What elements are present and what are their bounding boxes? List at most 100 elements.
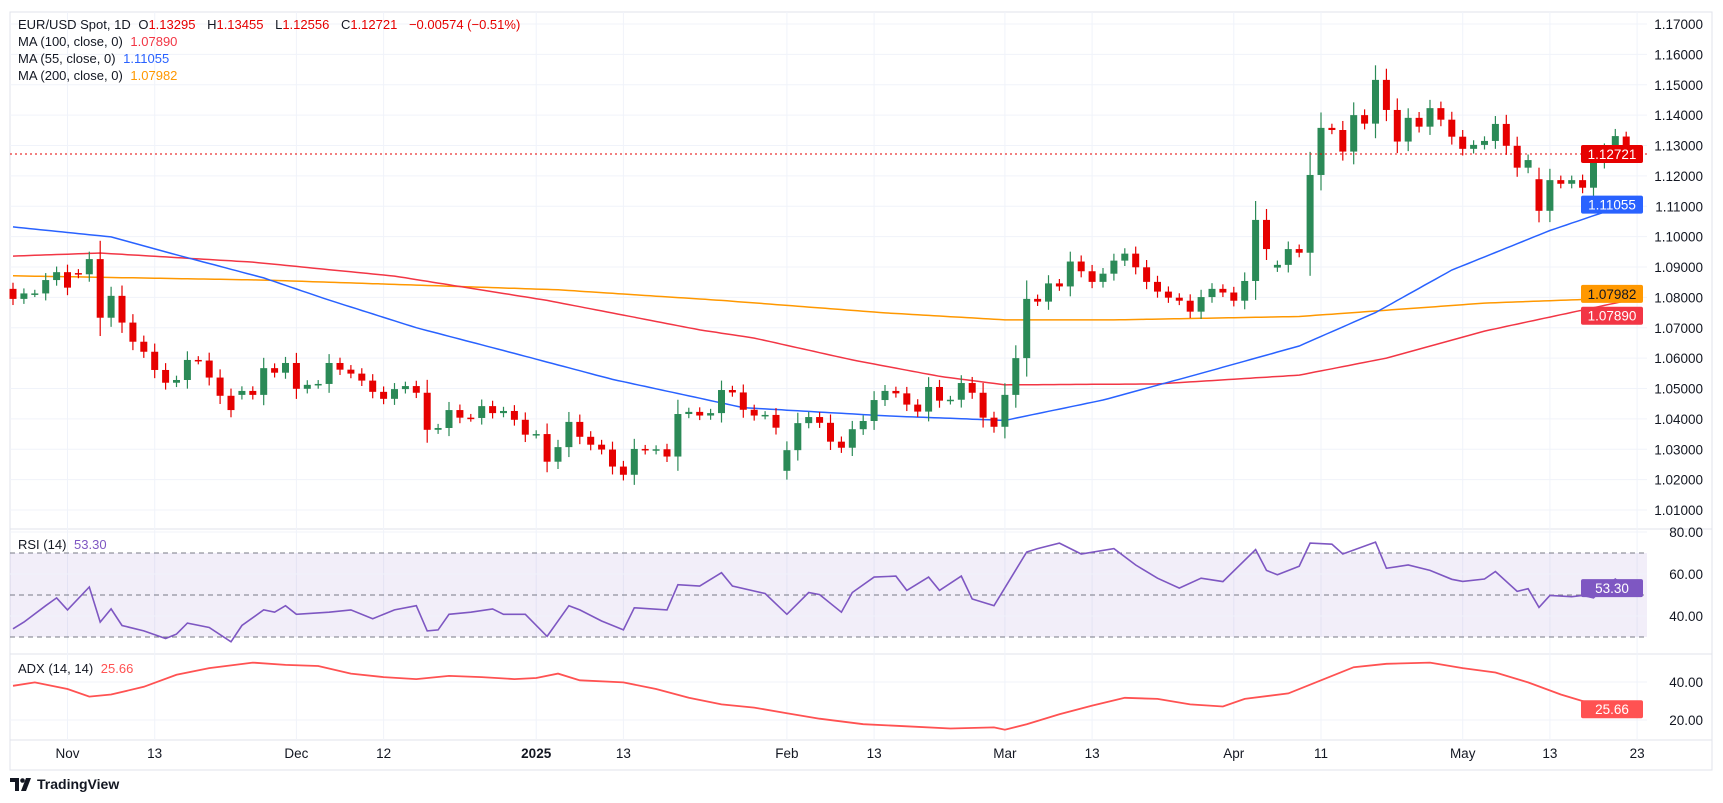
ma55-price-tag-bg xyxy=(1581,195,1643,214)
candle xyxy=(1568,175,1576,189)
candle-body xyxy=(936,386,943,401)
candle-body xyxy=(1055,283,1063,287)
candle-body xyxy=(1273,264,1281,268)
ma100-price-tag: 1.07890 xyxy=(1581,306,1643,325)
candle xyxy=(151,343,159,379)
price-axis-label: 1.06000 xyxy=(1654,351,1703,366)
high-label: H xyxy=(207,17,217,32)
candle-body xyxy=(1361,115,1369,124)
candle-body xyxy=(1186,300,1194,312)
ma100-legend[interactable]: MA (100, close, 0) 1.07890 xyxy=(18,33,524,50)
candle-body xyxy=(238,390,246,395)
candle xyxy=(1502,114,1510,155)
ma200-legend[interactable]: MA (200, close, 0) 1.07982 xyxy=(18,67,524,84)
candle xyxy=(1034,294,1042,306)
price-axis-label: 1.16000 xyxy=(1654,47,1703,62)
candle xyxy=(434,423,442,434)
candle-body xyxy=(325,362,333,384)
price-axis-label: 1.14000 xyxy=(1654,108,1703,123)
ma55-legend[interactable]: MA (55, close, 0) 1.11055 xyxy=(18,50,524,67)
candle-body xyxy=(761,414,769,417)
candle xyxy=(728,385,736,397)
rsi-label: RSI (14) xyxy=(18,537,67,552)
candle-body xyxy=(1284,249,1292,265)
candle xyxy=(423,379,431,443)
candle xyxy=(42,273,50,301)
candle-body xyxy=(696,411,704,416)
candle xyxy=(881,385,889,406)
x-axis-label: 13 xyxy=(147,746,162,761)
symbol-title[interactable]: EUR/USD Spot, 1D xyxy=(18,17,131,32)
adx-legend[interactable]: ADX (14, 14) 25.66 xyxy=(18,660,137,677)
rsi-legend[interactable]: RSI (14) 53.30 xyxy=(18,536,111,553)
adx-value-tag: 25.66 xyxy=(1581,700,1643,719)
candle xyxy=(707,408,715,420)
candle xyxy=(892,386,900,398)
candle-body xyxy=(249,390,257,395)
candle xyxy=(85,251,93,282)
ma55-label: MA (55, close, 0) xyxy=(18,51,116,66)
candle xyxy=(369,374,377,399)
candle-body xyxy=(848,429,856,448)
candle-body xyxy=(1557,180,1565,184)
last-price-tag-bg xyxy=(1581,144,1643,163)
candle xyxy=(619,460,627,481)
candle xyxy=(96,240,104,337)
candle xyxy=(53,266,61,286)
candle-body xyxy=(1437,108,1445,120)
candle-body xyxy=(783,450,791,471)
candle-body xyxy=(641,448,649,451)
candle-body xyxy=(74,273,82,275)
candle xyxy=(271,363,279,378)
candle-body xyxy=(401,386,409,390)
candle xyxy=(140,335,148,358)
candle-body xyxy=(630,448,638,475)
candle xyxy=(1513,136,1521,177)
candle xyxy=(1524,154,1532,174)
candle-body xyxy=(303,384,311,389)
candle-body xyxy=(358,373,366,381)
candle xyxy=(630,438,638,485)
candle-body xyxy=(347,369,355,374)
candle xyxy=(1361,109,1369,130)
candle xyxy=(1328,123,1336,135)
price-axis-label: 1.08000 xyxy=(1654,290,1703,305)
candle xyxy=(1197,289,1205,319)
ma55-price-tag-text: 1.11055 xyxy=(1588,198,1636,213)
candle xyxy=(609,441,616,475)
candle-body xyxy=(979,392,987,418)
candle-body xyxy=(162,369,170,383)
ma100-line xyxy=(12,252,1627,386)
ma100-value: 1.07890 xyxy=(130,34,178,49)
price-axis-label: 1.09000 xyxy=(1654,260,1703,275)
candle xyxy=(1350,102,1358,165)
candle-body xyxy=(1164,291,1172,298)
candle xyxy=(652,445,660,455)
candle-body xyxy=(587,436,595,445)
candle-body xyxy=(870,400,878,422)
x-axis-label: Nov xyxy=(55,746,79,761)
candle xyxy=(1372,65,1379,139)
tradingview-logo[interactable]: TradingView xyxy=(10,776,119,792)
price-axis-label: 1.12000 xyxy=(1654,169,1703,184)
candle-body xyxy=(314,383,322,386)
candle xyxy=(1132,246,1140,275)
candle xyxy=(554,439,562,469)
x-axis-label: Apr xyxy=(1223,746,1245,761)
candle xyxy=(718,380,725,423)
ma200-value: 1.07982 xyxy=(130,68,178,83)
candle-body xyxy=(412,386,420,393)
candle-body xyxy=(1077,261,1085,272)
candle-body xyxy=(554,447,562,462)
candle-body xyxy=(42,280,50,294)
candle-body xyxy=(1023,298,1031,359)
candle xyxy=(162,363,170,390)
candle-body xyxy=(1611,136,1619,151)
candle xyxy=(957,375,965,408)
candle-body xyxy=(1535,179,1543,211)
adx-value-tag-text: 25.66 xyxy=(1595,702,1629,717)
candle-body xyxy=(140,341,148,352)
open-label: O xyxy=(138,17,149,32)
candle-body xyxy=(837,441,845,448)
